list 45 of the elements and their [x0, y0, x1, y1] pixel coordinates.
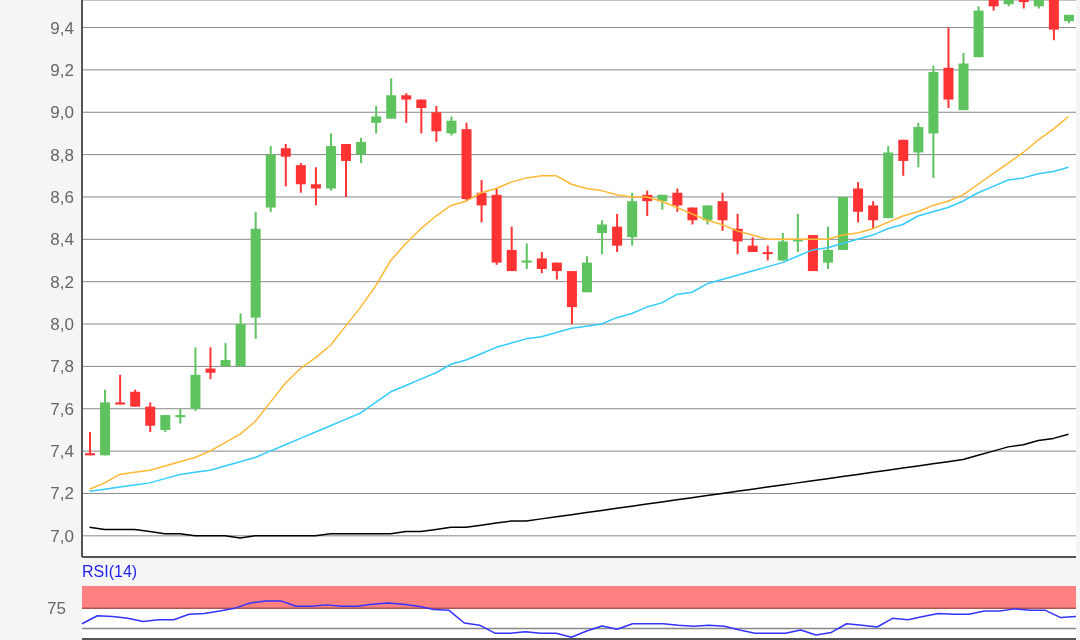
candlestick [401, 92, 412, 124]
y-tick-label: 8,0 [50, 315, 74, 335]
candlestick [205, 346, 216, 381]
y-tick-label: 8,4 [50, 230, 74, 250]
candlestick [386, 77, 397, 120]
candlestick [416, 98, 427, 135]
candlestick [822, 225, 833, 270]
candlestick [868, 200, 879, 230]
candlestick [85, 431, 95, 457]
y-tick-label: 8,2 [50, 272, 74, 292]
candlestick [371, 104, 382, 135]
candlestick [506, 225, 517, 273]
candlestick [145, 401, 156, 434]
y-tick-label: 9,4 [50, 18, 74, 38]
candlestick [295, 162, 306, 194]
candlestick [853, 181, 864, 224]
y-tick-label: 9,0 [50, 103, 74, 123]
y-tick-label: 7,0 [50, 526, 74, 546]
candlestick [597, 219, 608, 256]
y-tick-label: 7,6 [50, 399, 74, 419]
y-tick-label: 8,8 [50, 145, 74, 165]
candlestick [341, 143, 352, 198]
candlestick [777, 231, 788, 262]
chart-title: RSI(14) [82, 563, 138, 581]
candlestick [446, 115, 457, 137]
candlestick [521, 242, 532, 270]
candlestick [310, 166, 321, 207]
candlestick [280, 143, 291, 188]
candlestick [898, 138, 909, 177]
text: 75 [47, 598, 66, 618]
candlestick [702, 204, 713, 226]
candlestick [536, 251, 547, 275]
y-tick-label: 7,4 [50, 442, 74, 462]
line-series [88, 433, 1070, 539]
candlestick [476, 179, 487, 224]
y-tick-label: 7,8 [50, 357, 74, 377]
candlestick [612, 212, 623, 254]
candlestick [431, 104, 442, 143]
candlestick [115, 373, 126, 406]
y-tick-label: 7,2 [50, 484, 74, 504]
candlestick [356, 136, 367, 165]
candlestick [717, 191, 728, 232]
y-tick-label: 8,6 [50, 188, 74, 207]
y-tick-label: 9,2 [50, 60, 74, 80]
candlestick [672, 187, 683, 213]
